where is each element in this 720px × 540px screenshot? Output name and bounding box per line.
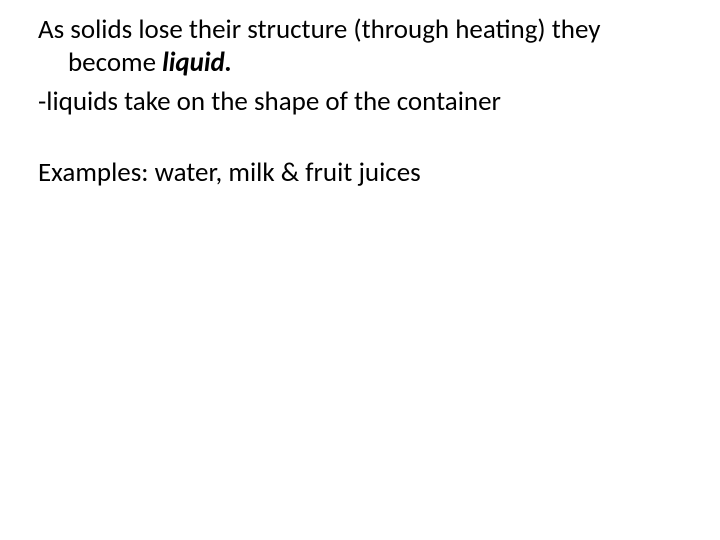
paragraph-3: Examples: water, milk & fruit juices xyxy=(38,157,690,190)
text-run-1: As solids lose their structure (through … xyxy=(38,13,600,79)
slide: As solids lose their structure (through … xyxy=(0,0,720,540)
paragraph-1: As solids lose their structure (through … xyxy=(38,14,690,80)
paragraph-2: -liquids take on the shape of the contai… xyxy=(38,86,690,119)
blank-line xyxy=(38,125,690,157)
text-run-emphasis: liquid. xyxy=(162,46,232,79)
